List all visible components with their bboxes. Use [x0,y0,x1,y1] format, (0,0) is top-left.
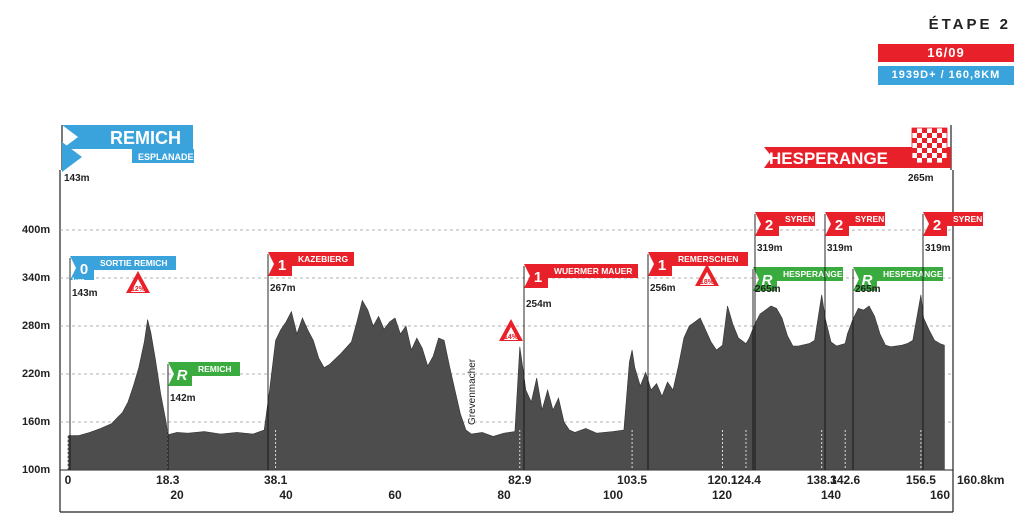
waypoint-category: 2 [933,217,941,234]
km-point-label: 82.9 [508,473,532,487]
km-point-label: 103.5 [617,473,647,487]
waypoint-category: 1 [658,257,666,274]
gradient-marker: 14% [499,319,523,341]
waypoint-name: SORTIE REMICH [100,258,168,268]
x-axis-major-labels: 20 40 60 80 100 120 140 160 [170,488,950,502]
waypoint-name: SYREN [785,214,814,224]
waypoint-marker: 0 SORTIE REMICH 143m km [69,256,176,470]
start-name: REMICH [110,128,181,148]
start-flag: REMICH ESPLANADE 143m [61,125,194,184]
start-altitude: 143m [64,173,90,184]
waypoint-category: 1 [534,269,542,286]
km-point-label: 120.1 [708,473,738,487]
waypoint-altitude: 319m [757,243,783,254]
km-point-label: 142.6 [830,473,860,487]
x-axis-end-label: 160.8km [957,473,1004,487]
waypoint-category: R [762,272,773,289]
waypoint-name: HESPERANGE [883,269,943,279]
gradient-marker: 12% [126,271,150,293]
waypoint-category: R [177,367,188,384]
waypoint-marker: 1 KAZEBIERG 267m [267,252,354,470]
waypoint-name: REMERSCHEN [678,254,738,264]
finish-altitude: 265m [908,173,934,184]
km-point-label: 156.5 [906,473,936,487]
km-point-label: 124.4 [731,473,761,487]
y-tick-label: 220m [22,368,50,380]
start-sub-box [132,149,194,163]
waypoint-category: 2 [835,217,843,234]
y-tick-label: 160m [22,416,50,428]
waypoint-marker: 1 REMERSCHEN 256m [647,252,748,470]
start-flag-banner [62,125,193,149]
gradient-marker: 18% [695,264,719,286]
y-tick-label: 340m [22,272,50,284]
waypoint-marker: 2 SYREN 319m [754,212,815,470]
waypoint-name: KAZEBIERG [298,254,348,264]
waypoint-altitude: 265m [855,284,881,295]
waypoint-markers: 0 SORTIE REMICH 143m km R REMICH 142m 1 KAZEBIER… [69,212,983,470]
stage-stats: 1939D+ / 160,8KM [878,66,1014,85]
km-major-label: 140 [821,488,841,502]
km-major-label: 80 [497,488,511,502]
waypoint-name: REMICH [198,364,232,374]
waypoint-category: 0 [80,261,88,278]
waypoint-altitude: 265m [755,284,781,295]
km-point-label: 0 [65,473,72,487]
waypoint-category: 1 [278,257,286,274]
km-major-label: 160 [930,488,950,502]
waypoint-marker: 2 SYREN 319m [922,212,983,470]
waypoint-marker: 2 SYREN 319m [824,212,885,470]
waypoint-marker: R REMICH 142m [167,362,240,470]
km-major-label: 40 [279,488,293,502]
finish-flag-banner [764,147,951,168]
waypoint-name: HESPERANGE [783,269,843,279]
waypoint-altitude: 254m [526,299,552,310]
waypoint-name: SYREN [855,214,884,224]
waypoint-altitude: 267m [270,283,296,294]
finish-flag: HESPERANGE 265m [764,125,952,184]
y-tick-label: 280m [22,320,50,332]
waypoint-altitude: 143m [72,288,98,299]
stage-date: 16/09 [878,44,1014,62]
waypoint-category: R [862,272,873,289]
finish-name: HESPERANGE [769,149,888,168]
y-tick-label: 400m [22,224,50,236]
start-sub: ESPLANADE [138,152,194,162]
gradient-label: 14% [504,334,519,341]
km-point-label: 38.1 [264,473,288,487]
y-tick-label: 100m [22,464,50,476]
gradient-label: 18% [700,279,715,286]
elevation-area [67,294,945,471]
town-label-grevenmacher: Grevenmacher [467,358,478,425]
waypoint-sub: km [72,276,85,286]
waypoint-marker: 1 WUERMER MAUER 254m [523,264,638,470]
km-major-label: 60 [388,488,402,502]
km-point-label: 18.3 [156,473,180,487]
km-major-label: 120 [712,488,732,502]
y-axis-labels: 400m 340m 280m 220m 160m 100m [22,224,50,476]
gradient-markers: 12% 14% 18% [126,264,719,341]
gradient-label: 12% [131,286,146,293]
stage-title: ÉTAPE 2 [928,16,1011,33]
waypoint-altitude: 256m [650,283,676,294]
waypoint-altitude: 142m [170,393,196,404]
waypoint-category: 2 [765,217,773,234]
start-flag-tail [62,142,82,172]
km-point-label: 138.3 [807,473,837,487]
waypoint-name: WUERMER MAUER [554,266,632,276]
km-major-label: 20 [170,488,184,502]
waypoint-name: SYREN [953,214,982,224]
waypoint-altitude: 319m [925,243,951,254]
waypoint-altitude: 319m [827,243,853,254]
finish-checker-icon [911,127,948,164]
km-major-label: 100 [603,488,623,502]
